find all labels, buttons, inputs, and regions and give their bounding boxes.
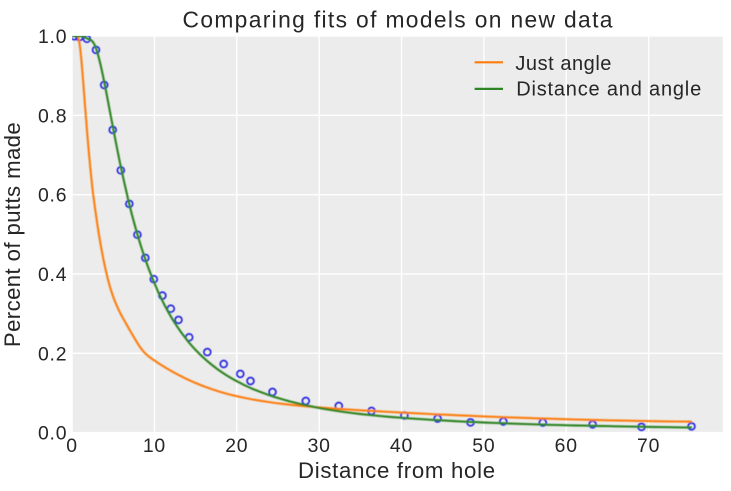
svg-text:0.8: 0.8: [38, 105, 67, 127]
svg-text:Distance from hole: Distance from hole: [298, 458, 496, 483]
svg-text:0.6: 0.6: [38, 185, 67, 207]
svg-text:10: 10: [143, 435, 166, 457]
svg-text:60: 60: [555, 435, 578, 457]
svg-text:0.2: 0.2: [38, 343, 67, 365]
svg-text:0: 0: [66, 435, 78, 457]
svg-text:Percent of putts made: Percent of putts made: [0, 122, 25, 347]
svg-text:30: 30: [308, 435, 331, 457]
svg-text:20: 20: [225, 435, 248, 457]
svg-text:0.4: 0.4: [38, 264, 67, 286]
svg-text:Comparing fits of models on ne: Comparing fits of models on new data: [183, 7, 614, 33]
svg-text:Distance and angle: Distance and angle: [516, 79, 702, 101]
svg-text:1.0: 1.0: [38, 26, 67, 48]
svg-text:0.0: 0.0: [38, 423, 67, 445]
svg-text:50: 50: [472, 435, 495, 457]
svg-text:40: 40: [390, 435, 413, 457]
svg-text:70: 70: [637, 435, 660, 457]
svg-text:Just angle: Just angle: [515, 53, 612, 75]
